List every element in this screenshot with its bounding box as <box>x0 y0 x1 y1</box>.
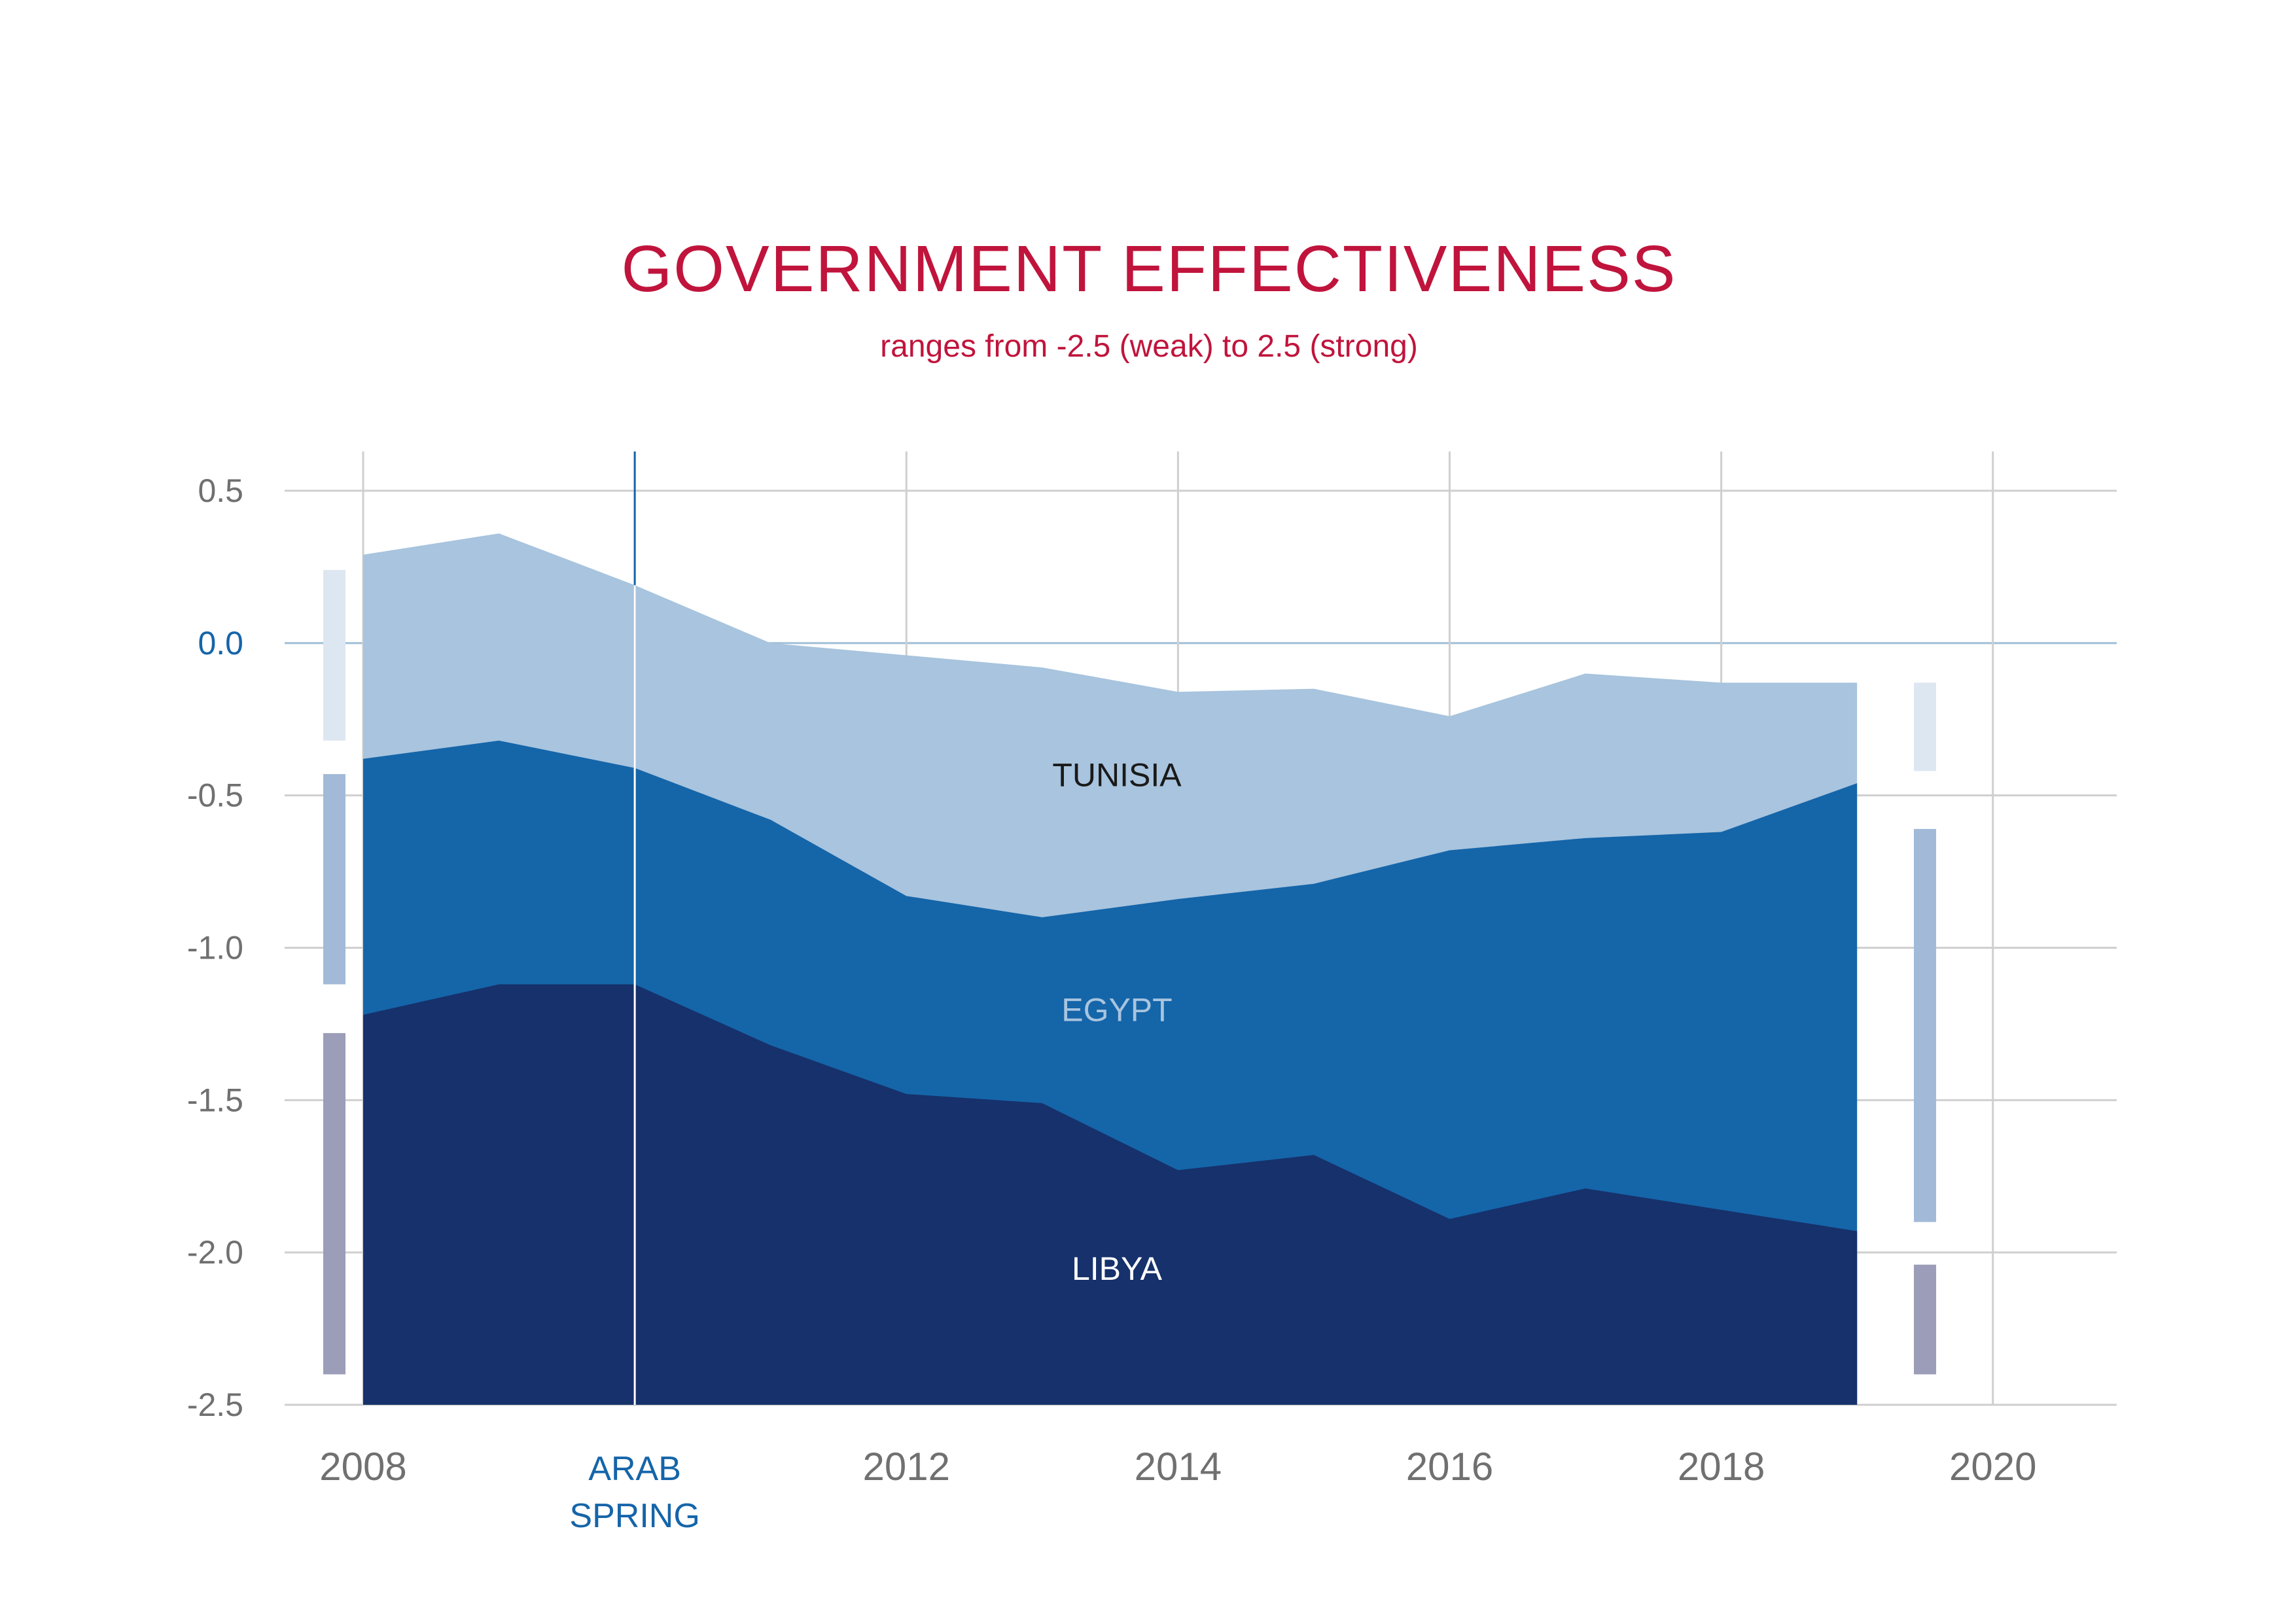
y-tick-label: 0.5 <box>198 472 243 509</box>
chart-subtitle: ranges from -2.5 (weak) to 2.5 (strong) <box>880 329 1418 364</box>
y-tick-label: 0.0 <box>198 625 243 662</box>
range-bar-left-egypt <box>323 774 345 985</box>
range-bar-left-libya <box>323 1033 345 1375</box>
x-tick-label: 2008 <box>319 1445 406 1489</box>
event-label-line: ARAB <box>588 1450 681 1488</box>
y-tick-label: -1.0 <box>187 930 243 966</box>
x-tick-label: 2018 <box>1678 1445 1765 1489</box>
range-bar-right-egypt <box>1914 828 1936 1222</box>
series-labels: TUNISIA EGYPT LIBYA <box>1052 757 1182 1287</box>
axis-labels: 0.5 0.0 -0.5 -1.0 -1.5 -2.0 -2.5 2008 2012 2014 20… <box>187 472 2037 1535</box>
series-label-tunisia: TUNISIA <box>1052 757 1182 794</box>
x-tick-label: 2014 <box>1135 1445 1222 1489</box>
y-tick-label: -2.0 <box>187 1234 243 1271</box>
event-label-line: SPRING <box>569 1497 699 1535</box>
y-tick-label: -2.5 <box>187 1386 243 1423</box>
area-libya <box>363 984 1858 1405</box>
range-bar-left-tunisia <box>323 570 345 741</box>
y-tick-label: -1.5 <box>187 1082 243 1118</box>
series-label-libya: LIBYA <box>1072 1250 1163 1287</box>
x-tick-label: 2016 <box>1406 1445 1493 1489</box>
area-series <box>363 533 1858 1405</box>
x-tick-label: 2020 <box>1949 1445 2036 1489</box>
chart-title: GOVERNMENT EFFECTIVENESS <box>621 232 1676 306</box>
x-tick-label: 2012 <box>863 1445 950 1489</box>
series-label-egypt: EGYPT <box>1061 991 1172 1028</box>
range-bar-right-tunisia <box>1914 682 1936 771</box>
range-bar-right-libya <box>1914 1264 1936 1375</box>
range-bars <box>323 570 1936 1375</box>
y-tick-label: -0.5 <box>187 777 243 814</box>
